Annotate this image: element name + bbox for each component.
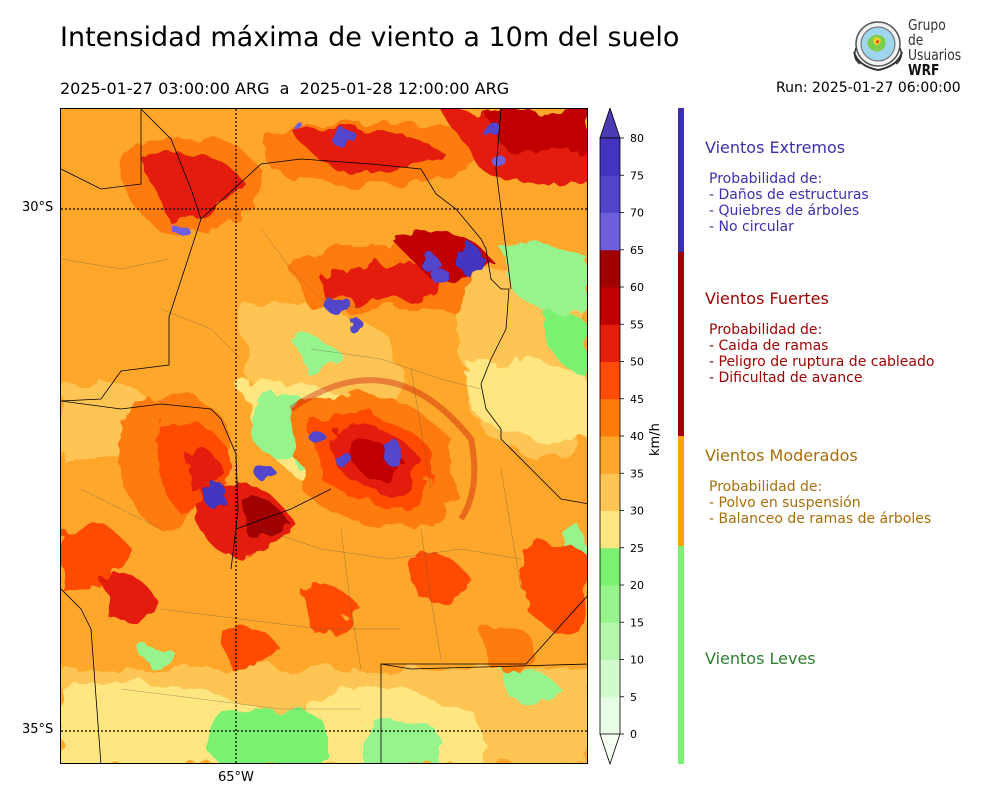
colorbar-tick-label: 35	[630, 467, 644, 480]
colorbar-swatch	[600, 398, 620, 437]
desc-line: - Caida de ramas	[709, 338, 829, 354]
lon-label-65w: 65°W	[218, 770, 254, 785]
colorbar-tick-label: 10	[630, 654, 644, 667]
colorbar: 0 5 10 15 20 25 30 35 40 45 50 55 60 65 70 75 80	[599, 108, 644, 766]
category-title: Vientos Leves	[705, 649, 816, 668]
colorbar-swatch	[600, 510, 620, 549]
wrf-logo: Grupo de Usuarios WRF	[848, 16, 968, 78]
period-start: 2025-01-27 03:00:00 ARG	[60, 79, 270, 98]
colorbar-tick-label: 75	[630, 169, 644, 182]
colorbar-tick-label: 45	[630, 393, 644, 406]
period-end: 2025-01-28 12:00:00 ARG	[299, 79, 510, 98]
desc-line: - Quiebres de árboles	[709, 203, 860, 219]
category-fuertes: Vientos Fuertes Probabilidad de: - Caida…	[705, 289, 934, 386]
logo-line-1: Grupo de	[908, 16, 946, 49]
category-title: Vientos Fuertes	[705, 289, 829, 308]
colorbar-unit-label: km/h	[648, 423, 663, 456]
department-lines	[61, 228, 522, 710]
desc-line: - Daños de estructuras	[709, 187, 869, 203]
boundaries	[61, 109, 587, 763]
colorbar-swatch	[600, 324, 620, 362]
colorbar-tick-label: 80	[630, 132, 644, 145]
colorbar-swatch	[600, 659, 620, 698]
period-separator: a	[279, 79, 290, 98]
desc-line: - No circular	[709, 219, 794, 235]
colorbar-swatch	[600, 696, 620, 735]
category-extremos: Vientos Extremos Probabilidad de: - Daño…	[705, 138, 869, 235]
desc-line: Probabilidad de:	[709, 171, 823, 187]
wind-field-svg	[61, 109, 587, 763]
category-moderados: Vientos Moderados Probabilidad de: - Pol…	[705, 446, 931, 527]
forecast-period: 2025-01-27 03:00:00 ARG a 2025-01-28 12:…	[60, 79, 509, 98]
colorbar-swatch	[600, 547, 620, 586]
desc-line: - Polvo en suspensión	[709, 495, 861, 511]
colorbar-swatch	[600, 138, 620, 176]
category-bar-extremos	[678, 108, 684, 252]
colorbar-tick-label: 30	[630, 505, 644, 518]
colorbar-tick-label: 15	[630, 616, 644, 629]
colorbar-extend-bottom	[599, 733, 621, 766]
colorbar-tick-label: 50	[630, 356, 644, 369]
lat-label-30s: 30°S	[22, 200, 54, 215]
colorbar-tick-label: 0	[630, 728, 637, 741]
colorbar-tick-label: 65	[630, 244, 644, 257]
colorbar-tick-label: 70	[630, 207, 644, 220]
chart-title: Intensidad máxima de viento a 10m del su…	[60, 22, 680, 53]
colorbar-swatch	[600, 175, 620, 213]
category-leves: Vientos Leves	[705, 649, 816, 668]
category-bar-leves	[678, 546, 684, 764]
category-description: Probabilidad de: - Daños de estructuras …	[705, 171, 869, 235]
desc-line: - Peligro de ruptura de cableado	[709, 354, 935, 370]
colorbar-swatch	[600, 585, 620, 623]
colorbar-swatch	[600, 473, 620, 511]
category-title: Vientos Extremos	[705, 138, 846, 157]
wind-contours	[61, 109, 587, 763]
colorbar-tick-label: 60	[630, 281, 644, 294]
colorbar-extend-top	[599, 108, 621, 139]
category-description: Probabilidad de: - Polvo en suspensión -…	[705, 479, 931, 527]
desc-line: Probabilidad de:	[709, 479, 823, 495]
colorbar-tick-label: 20	[630, 579, 644, 592]
colorbar-swatch	[600, 212, 620, 251]
colorbar-swatch	[600, 287, 620, 325]
colorbar-swatch	[600, 249, 620, 288]
lat-label-35s: 35°S	[22, 722, 54, 737]
desc-line: - Dificultad de avance	[709, 370, 863, 386]
logo-line-2: Usuarios	[908, 46, 962, 64]
category-bar-moderados	[678, 436, 684, 546]
desc-line: - Balanceo de ramas de árboles	[709, 511, 932, 527]
category-title: Vientos Moderados	[705, 446, 858, 465]
globe-emblem-icon	[853, 21, 903, 72]
colorbar-swatch	[600, 622, 620, 660]
run-time: Run: 2025-01-27 06:00:00	[776, 80, 961, 96]
colorbar-tick-label: 5	[630, 691, 637, 704]
colorbar-tick-label: 40	[630, 430, 644, 443]
gust-front-arc	[289, 377, 478, 521]
colorbar-tick-label: 55	[630, 318, 644, 331]
graticule	[61, 109, 587, 763]
category-description: Probabilidad de: - Caida de ramas - Peli…	[705, 322, 934, 386]
category-bar-fuertes	[678, 252, 684, 436]
colorbar-tick-label: 25	[630, 542, 644, 555]
colorbar-swatch	[600, 436, 620, 474]
wind-map	[60, 108, 588, 764]
colorbar-swatch	[600, 361, 620, 400]
logo-line-3: WRF	[908, 61, 940, 79]
desc-line: Probabilidad de:	[709, 322, 823, 338]
extreme-wind-cells	[172, 122, 506, 509]
